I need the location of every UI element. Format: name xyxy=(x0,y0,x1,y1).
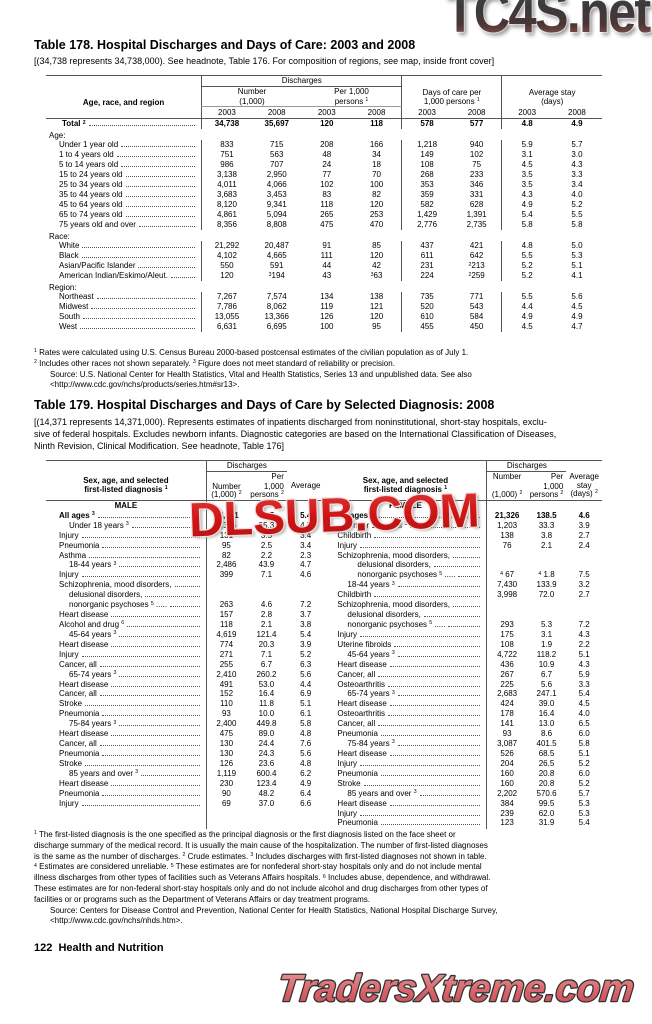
svg-text:TradersXtreme.com: TradersXtreme.com xyxy=(276,968,637,1010)
svg-text:DLSUB.COM: DLSUB.COM xyxy=(188,484,480,547)
svg-text:TC4S.net: TC4S.net xyxy=(445,0,651,45)
